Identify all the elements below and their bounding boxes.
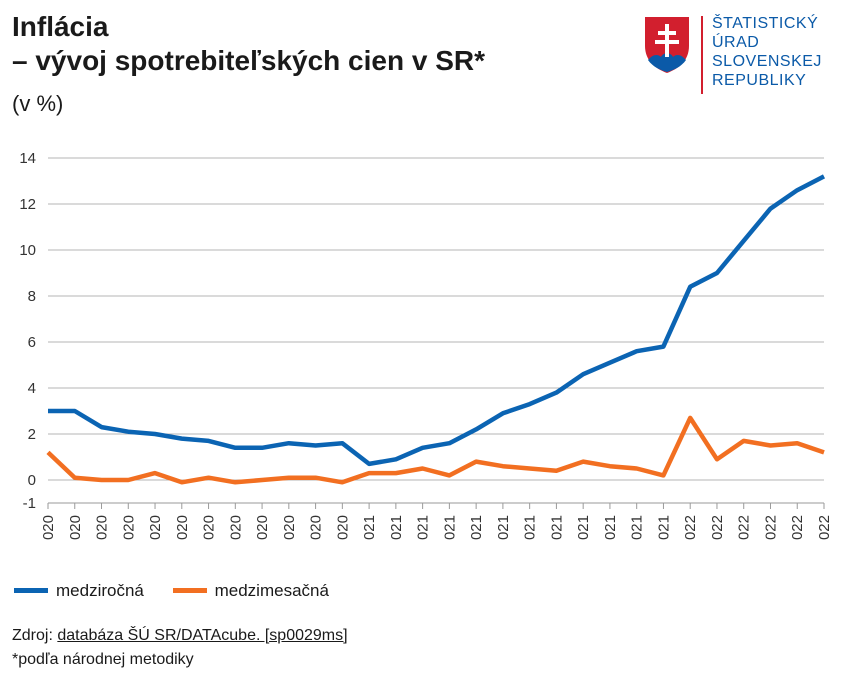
logo-line: ÚRAD <box>712 34 760 51</box>
chart-title: Inflácia – vývoj spotrebiteľských cien v… <box>12 10 485 78</box>
y-tick-label: -1 <box>23 495 36 512</box>
x-tick-label: 021 <box>495 515 512 540</box>
legend-swatch <box>172 588 207 593</box>
x-tick-label: 020 <box>67 515 84 540</box>
x-tick-label: 021 <box>655 515 672 540</box>
x-tick-label: 020 <box>254 515 271 540</box>
x-tick-label: 021 <box>575 515 592 540</box>
y-tick-label: 0 <box>28 472 36 489</box>
source-prefix: Zdroj: <box>12 627 58 644</box>
y-tick-label: 6 <box>28 334 36 351</box>
x-tick-label: 020 <box>94 515 111 540</box>
legend-item-medzimesacna: medzimesačná <box>172 580 329 601</box>
x-tick-label: 020 <box>174 515 191 540</box>
x-tick-label: 021 <box>522 515 539 540</box>
x-tick-label: 020 <box>227 515 244 540</box>
y-tick-label: 14 <box>19 150 36 167</box>
chart-subtitle: (v %) <box>12 91 64 116</box>
statistical-office-logo: ŠTATISTICKÝ ÚRAD SLOVENSKEJ REPUBLIKY <box>644 14 844 94</box>
legend-label: medzimesačná <box>214 580 329 600</box>
legend-item-medzirocna: medziročná <box>14 581 144 601</box>
series-line <box>48 174 826 467</box>
x-tick-label: 020 <box>120 515 137 540</box>
logo-line: SLOVENSKEJ <box>712 53 822 70</box>
x-tick-label: 021 <box>468 515 485 540</box>
y-tick-label: 4 <box>28 380 36 397</box>
line-chart: -1 0 2 4 6 8 10 12 14 020 020 020 020 020 020 020 020 020… <box>19 150 833 540</box>
y-tick-label: 2 <box>28 426 36 443</box>
series-line <box>46 415 825 485</box>
y-tick-label: 10 <box>19 242 36 259</box>
x-tick-label: 022 <box>682 515 699 540</box>
legend-swatch <box>14 588 48 593</box>
y-tick-label: 8 <box>28 288 36 305</box>
x-tick-label: 022 <box>762 515 779 540</box>
x-tick-label: 020 <box>334 515 351 540</box>
x-tick-label: 021 <box>361 515 378 540</box>
methodology-note: *podľa národnej metodiky <box>12 651 194 668</box>
title-line-2: – vývoj spotrebiteľských cien v SR* <box>12 45 485 76</box>
x-tick-label: 022 <box>789 515 806 540</box>
x-tick-label: 020 <box>281 515 298 540</box>
x-tick-label: 020 <box>308 515 325 540</box>
slovak-coat-of-arms-icon <box>645 17 689 73</box>
x-tick-label: 020 <box>147 515 164 540</box>
logo-divider <box>701 16 703 94</box>
x-tick-label: 021 <box>629 515 646 540</box>
logo-line: REPUBLIKY <box>712 72 807 89</box>
x-tick-label: 021 <box>441 515 458 540</box>
x-tick-label: 022 <box>736 515 753 540</box>
x-tick-label: 021 <box>388 515 405 540</box>
title-line-1: Inflácia <box>12 11 109 42</box>
logo-wordmark: ŠTATISTICKÝ ÚRAD SLOVENSKEJ REPUBLIKY <box>712 14 822 90</box>
x-tick-label: 021 <box>602 515 619 540</box>
legend-label: medziročná <box>56 580 144 600</box>
x-tick-label: 021 <box>548 515 565 540</box>
logo-line: ŠTATISTICKÝ <box>712 15 819 32</box>
chart-legend: medziročná medzimesačná <box>14 578 353 601</box>
source-note: Zdroj: databáza ŠÚ SR/DATAcube. [sp0029m… <box>12 624 348 672</box>
x-tick-label: 020 <box>201 515 218 540</box>
y-tick-label: 12 <box>19 196 36 213</box>
x-tick-label: 020 <box>40 515 57 540</box>
x-tick-label: 021 <box>415 515 432 540</box>
x-tick-label: 022 <box>709 515 726 540</box>
source-link[interactable]: databáza ŠÚ SR/DATAcube. [sp0029ms] <box>57 627 348 644</box>
x-tick-label: 022 <box>816 515 833 540</box>
